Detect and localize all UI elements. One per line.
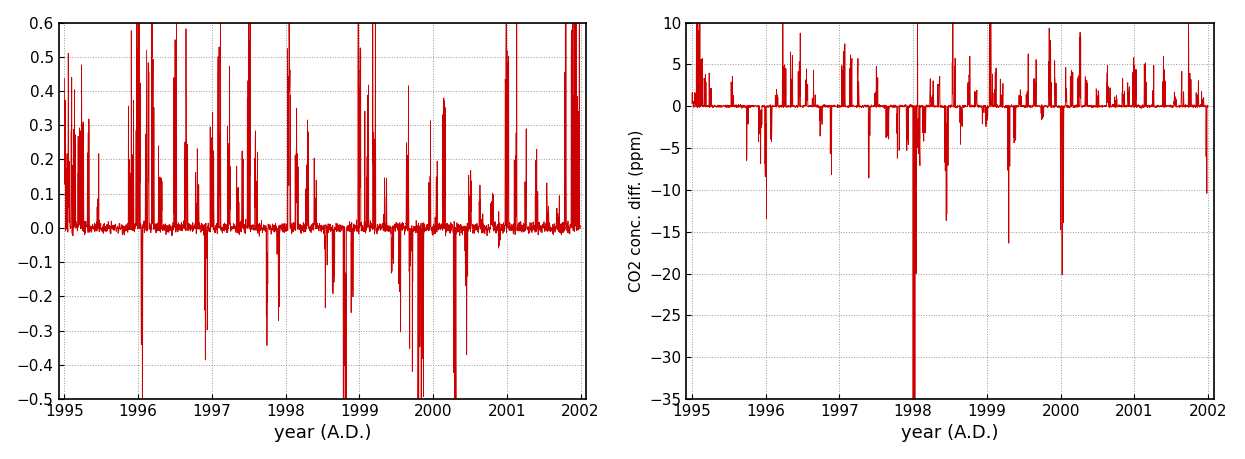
X-axis label: year (A.D.): year (A.D.)	[901, 424, 998, 442]
X-axis label: year (A.D.): year (A.D.)	[274, 424, 371, 442]
Y-axis label: CO2 conc. diff. (ppm): CO2 conc. diff. (ppm)	[629, 129, 644, 292]
